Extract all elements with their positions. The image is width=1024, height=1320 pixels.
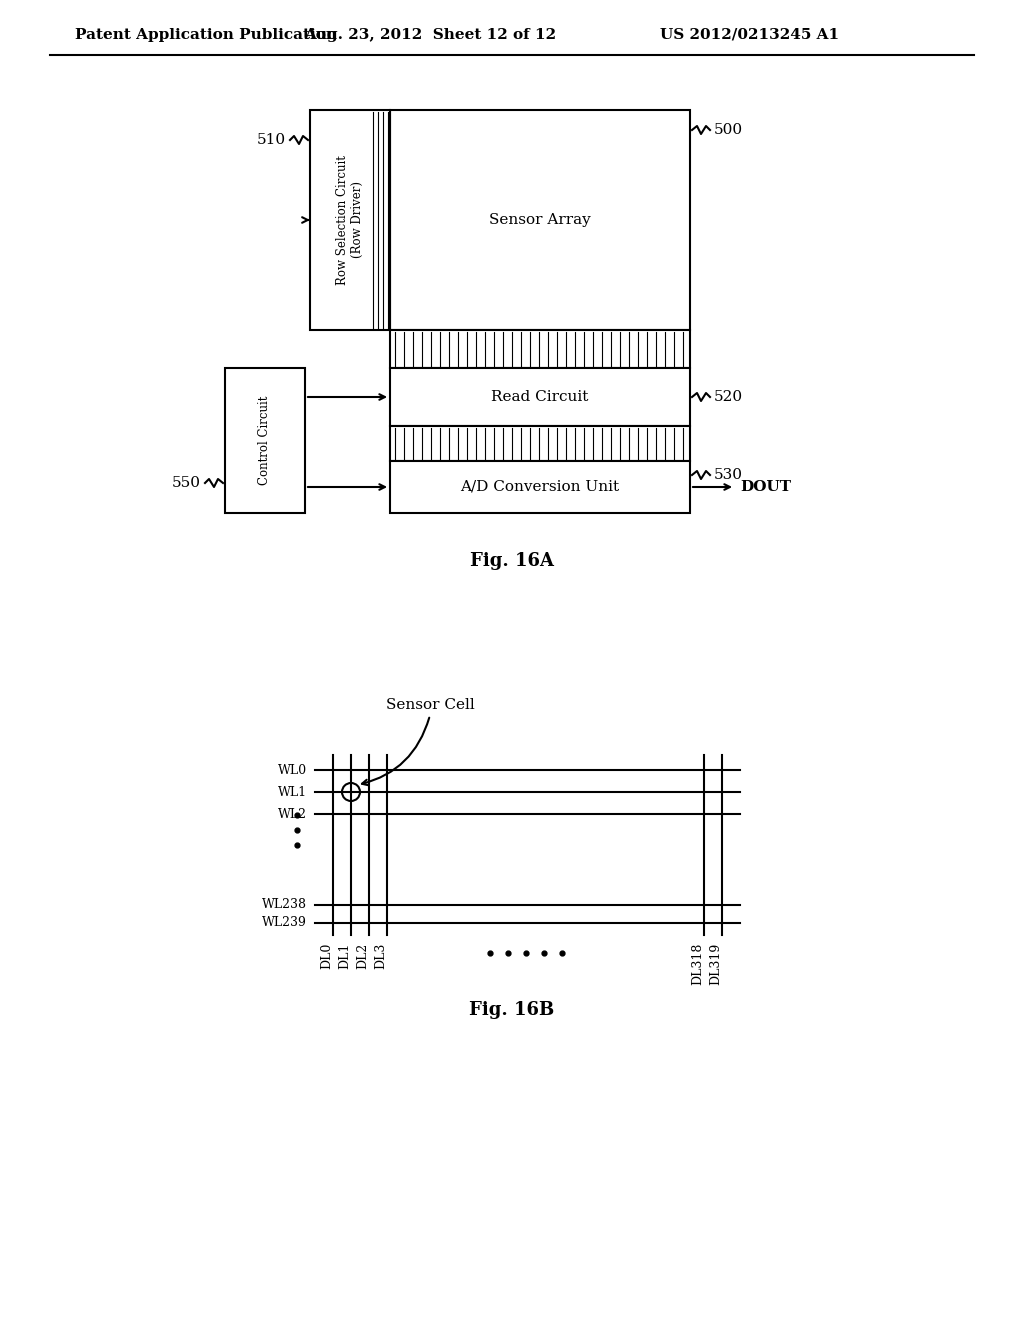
Text: Fig. 16B: Fig. 16B — [469, 1001, 555, 1019]
Text: Aug. 23, 2012  Sheet 12 of 12: Aug. 23, 2012 Sheet 12 of 12 — [304, 28, 556, 42]
Bar — [390, 330, 690, 368]
Text: DL1: DL1 — [338, 942, 351, 969]
Text: 510: 510 — [257, 133, 286, 147]
Bar — [310, 110, 390, 330]
Text: A/D Conversion Unit: A/D Conversion Unit — [461, 480, 620, 494]
Bar — [390, 110, 690, 330]
Text: 550: 550 — [172, 477, 201, 490]
Text: DL319: DL319 — [709, 942, 722, 985]
Text: DL318: DL318 — [691, 942, 705, 985]
Text: DL3: DL3 — [374, 942, 387, 969]
Bar — [390, 368, 690, 426]
Bar — [225, 368, 305, 513]
Text: 530: 530 — [714, 469, 743, 482]
Text: Sensor Array: Sensor Array — [489, 213, 591, 227]
Text: Patent Application Publication: Patent Application Publication — [75, 28, 337, 42]
Bar — [390, 461, 690, 513]
Text: WL1: WL1 — [278, 785, 307, 799]
Text: DL2: DL2 — [356, 942, 369, 969]
Text: Row Selection Circuit
(Row Driver): Row Selection Circuit (Row Driver) — [336, 154, 364, 285]
Text: DL0: DL0 — [319, 942, 333, 969]
Text: Fig. 16A: Fig. 16A — [470, 552, 554, 570]
Text: 500: 500 — [714, 123, 743, 137]
Text: WL0: WL0 — [278, 763, 307, 776]
Text: WL2: WL2 — [278, 808, 307, 821]
Text: Sensor Cell: Sensor Cell — [386, 698, 474, 711]
Text: 520: 520 — [714, 389, 743, 404]
Text: Read Circuit: Read Circuit — [492, 389, 589, 404]
Text: WL238: WL238 — [262, 899, 307, 912]
Text: DOUT: DOUT — [740, 480, 791, 494]
Text: WL239: WL239 — [262, 916, 307, 929]
Text: US 2012/0213245 A1: US 2012/0213245 A1 — [660, 28, 839, 42]
Bar — [390, 426, 690, 461]
Text: Control Circuit: Control Circuit — [258, 396, 271, 486]
